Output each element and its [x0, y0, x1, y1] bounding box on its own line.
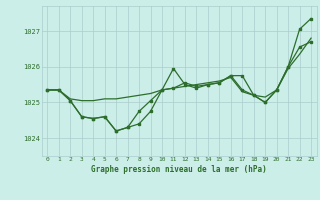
X-axis label: Graphe pression niveau de la mer (hPa): Graphe pression niveau de la mer (hPa): [91, 165, 267, 174]
